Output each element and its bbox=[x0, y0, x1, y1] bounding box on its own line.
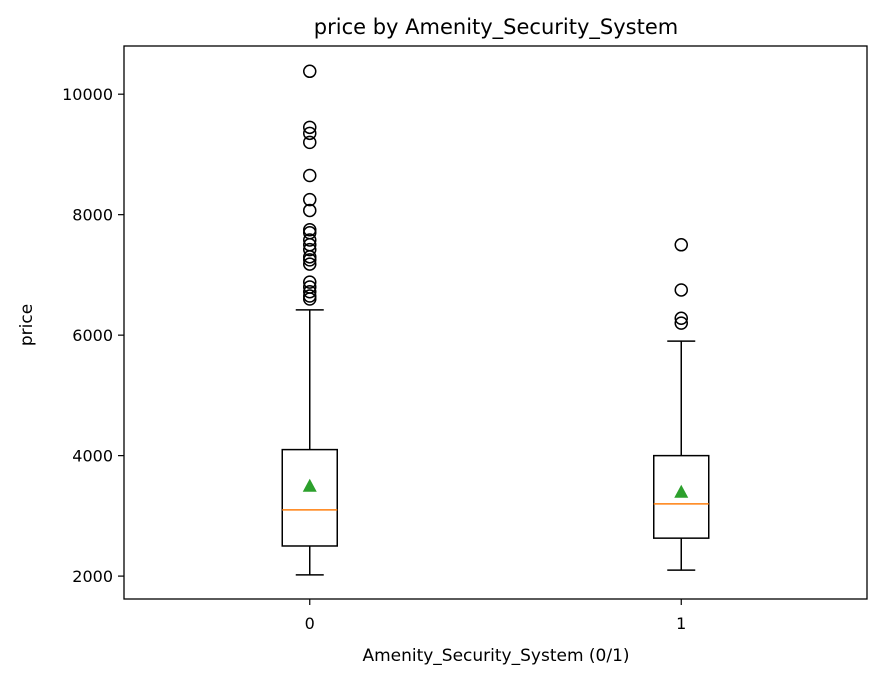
outlier-point bbox=[303, 285, 317, 299]
chart-title: price by Amenity_Security_System bbox=[314, 15, 678, 40]
outlier-point bbox=[303, 253, 317, 267]
y-tick-label: 2000 bbox=[72, 567, 113, 586]
outlier-point bbox=[303, 168, 317, 183]
outlier-point bbox=[303, 257, 317, 271]
outlier-point bbox=[303, 275, 317, 289]
iqr-box bbox=[653, 454, 710, 539]
outlier-point bbox=[303, 203, 317, 218]
outlier-point bbox=[674, 316, 688, 330]
outlier-point bbox=[303, 64, 317, 79]
outlier-point bbox=[303, 292, 317, 306]
x-axis-label: Amenity_Security_System (0/1) bbox=[362, 646, 629, 666]
outlier-point bbox=[674, 283, 688, 297]
y-tick-label: 8000 bbox=[72, 206, 113, 225]
x-tick-label: 1 bbox=[676, 614, 686, 633]
iqr-box bbox=[281, 448, 338, 547]
y-tick-label: 4000 bbox=[72, 447, 113, 466]
outlier-point bbox=[303, 192, 317, 207]
box-group-1 bbox=[653, 238, 710, 571]
plot-area bbox=[281, 64, 710, 576]
outlier-point bbox=[303, 120, 317, 135]
y-tick-label: 10000 bbox=[62, 85, 113, 104]
outlier-point bbox=[303, 135, 317, 150]
outlier-point bbox=[303, 242, 317, 257]
y-axis-label: price bbox=[17, 304, 37, 346]
plot-frame bbox=[123, 45, 868, 600]
outlier-point bbox=[674, 238, 688, 252]
outlier-point bbox=[674, 311, 688, 326]
axes: 2000 4000 6000 8000 10000 0 1 bbox=[62, 45, 868, 633]
x-tick-label: 0 bbox=[305, 614, 315, 633]
outlier-point bbox=[303, 126, 317, 141]
outlier-point bbox=[303, 233, 317, 247]
box-group-0 bbox=[281, 64, 338, 576]
mean-marker bbox=[674, 484, 689, 498]
y-tick-label: 6000 bbox=[72, 326, 113, 345]
mean-marker bbox=[302, 478, 317, 492]
